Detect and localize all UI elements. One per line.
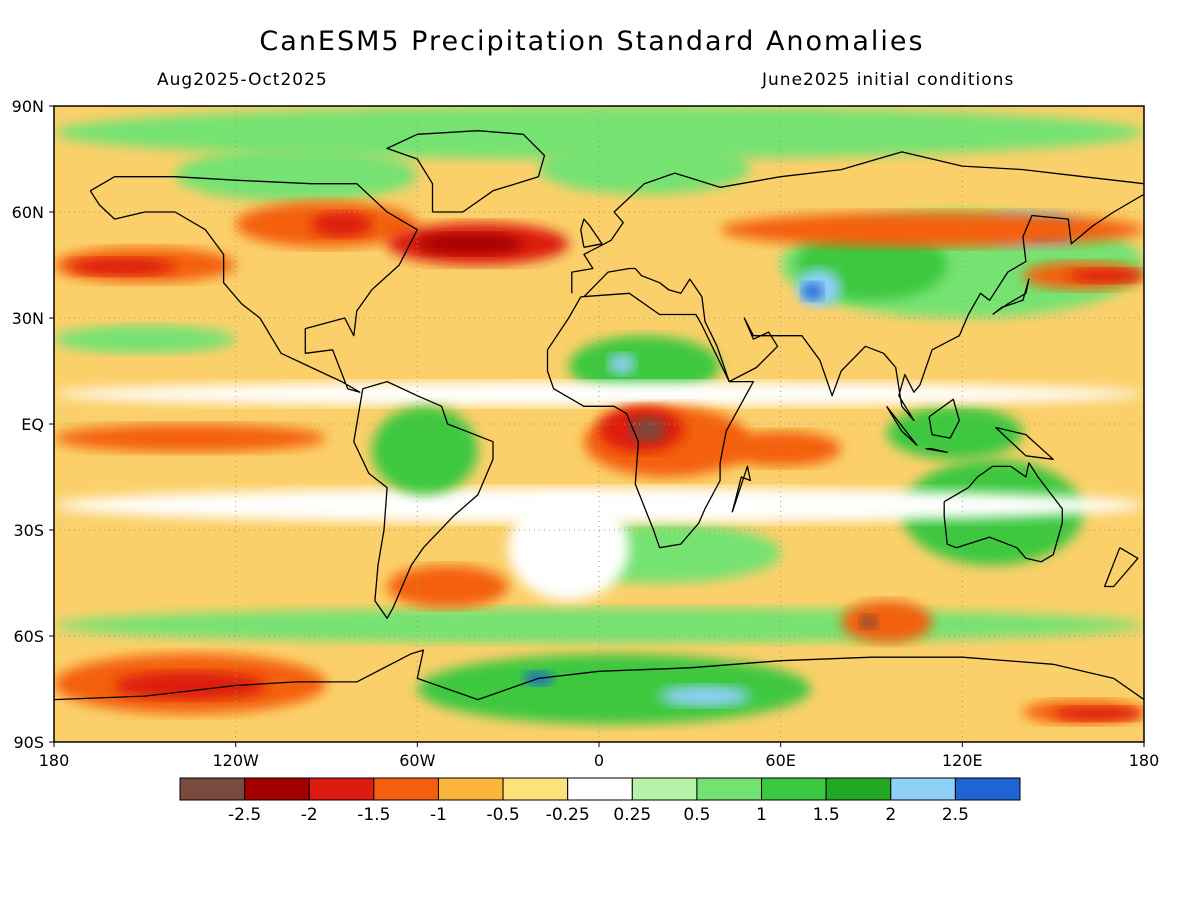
lat-tick-label: 60N: [12, 203, 44, 222]
anomaly-region: [568, 335, 721, 396]
lat-tick-label: 90S: [13, 733, 44, 752]
colorbar-swatch: [890, 777, 956, 801]
lon-tick-label: 60W: [399, 751, 435, 770]
anomaly-region: [841, 600, 933, 644]
colorbar-swatch: [179, 777, 246, 801]
colorbar-swatch: [954, 777, 1021, 801]
colorbar-label: -2.5: [228, 805, 261, 825]
graticule-lines: [54, 106, 1144, 742]
colorbar: -2.5 -2 -1.5 -1 -0.5 -0.25 0.25 0.5 1 1.5 2 2.5: [179, 777, 1021, 825]
coastline: [992, 278, 1030, 316]
anomaly-region: [508, 494, 630, 601]
colorbar-label: 1.5: [813, 805, 840, 825]
colorbar-swatch: [308, 777, 375, 801]
colorbar-swatch: [696, 777, 763, 801]
anomaly-region: [54, 424, 327, 453]
anomaly-region: [175, 148, 418, 202]
latitude-axis: 90N 60N 30N EQ 30S 60S 90S: [12, 97, 54, 752]
colorbar-swatch: [567, 777, 633, 801]
colorbar-label: -0.5: [486, 805, 519, 825]
anomaly-region: [417, 233, 524, 255]
longitude-axis: 180 120W 60W 0 60E 120E 180: [39, 742, 1160, 770]
colorbar-swatch: [437, 777, 504, 801]
colorbar-label: -0.25: [546, 805, 590, 825]
colorbar-swatch: [373, 777, 439, 801]
lat-tick-label: 30N: [12, 309, 44, 328]
anomaly-region: [54, 325, 236, 354]
coastline: [943, 462, 1063, 563]
anomaly-region: [1068, 268, 1144, 283]
colorbar-label: -2: [301, 805, 318, 825]
chart-title: CanESM5 Precipitation Standard Anomalies: [259, 26, 925, 57]
coastline: [546, 292, 755, 549]
colorbar-swatch: [244, 777, 310, 801]
colorbar-swatch: [761, 777, 827, 801]
anomaly-region: [417, 653, 811, 725]
lon-tick-label: 120W: [212, 751, 259, 770]
lon-tick-label: 0: [594, 751, 604, 770]
lat-tick-label: 30S: [13, 521, 44, 540]
coastline: [925, 448, 948, 453]
coastline: [54, 649, 1144, 701]
anomaly-region: [54, 381, 1144, 407]
coastline: [580, 218, 603, 248]
lat-tick-label: EQ: [21, 415, 44, 434]
coastline: [995, 426, 1054, 460]
anomaly-region: [859, 614, 878, 629]
lat-tick-label: 60S: [13, 627, 44, 646]
anomaly-region: [629, 416, 666, 442]
colorbar-label: 0.5: [683, 805, 710, 825]
period-subtitle: Aug2025-Oct2025: [157, 70, 328, 90]
anomaly-region: [720, 431, 842, 467]
colorbar-label: 0.25: [613, 805, 651, 825]
anomaly-region: [371, 406, 478, 495]
lon-tick-label: 180: [39, 751, 70, 770]
colorbar-label: 2: [885, 805, 896, 825]
anomaly-region: [387, 565, 509, 608]
anomaly-region: [69, 257, 176, 276]
colorbar-label: -1.5: [357, 805, 390, 825]
anomaly-region: [720, 212, 1144, 248]
anomaly-region: [608, 353, 636, 375]
anomaly-region: [886, 406, 1023, 460]
anomaly-region: [311, 212, 372, 237]
coastline: [928, 398, 960, 439]
coastline: [89, 176, 418, 393]
anomaly-fields: [54, 106, 1144, 725]
coastlines: [54, 130, 1144, 701]
anomaly-region: [114, 671, 266, 700]
coastline: [571, 151, 1144, 294]
anomaly-region: [659, 685, 751, 707]
coastline: [886, 405, 918, 446]
anomaly-region: [1053, 706, 1144, 721]
colorbar-label: 1: [756, 805, 767, 825]
coastline: [731, 465, 752, 513]
anomaly-region: [54, 607, 1144, 644]
colorbar-swatch: [825, 777, 892, 801]
colorbar-swatch: [502, 777, 569, 801]
anomaly-region: [54, 106, 1144, 159]
lon-tick-label: 180: [1129, 751, 1160, 770]
anomaly-region: [801, 282, 824, 301]
coastline: [386, 130, 546, 213]
lat-tick-label: 90N: [12, 97, 44, 116]
colorbar-label: 2.5: [942, 805, 969, 825]
lon-tick-label: 120E: [942, 751, 983, 770]
coastline: [353, 380, 494, 619]
colorbar-label: -1: [430, 805, 447, 825]
coastline: [583, 193, 1144, 422]
initial-conditions-subtitle: June2025 initial conditions: [762, 70, 1015, 90]
anomaly-region: [538, 141, 751, 195]
lon-tick-label: 60E: [765, 751, 795, 770]
coastline: [1103, 547, 1139, 588]
colorbar-swatch: [631, 777, 698, 801]
